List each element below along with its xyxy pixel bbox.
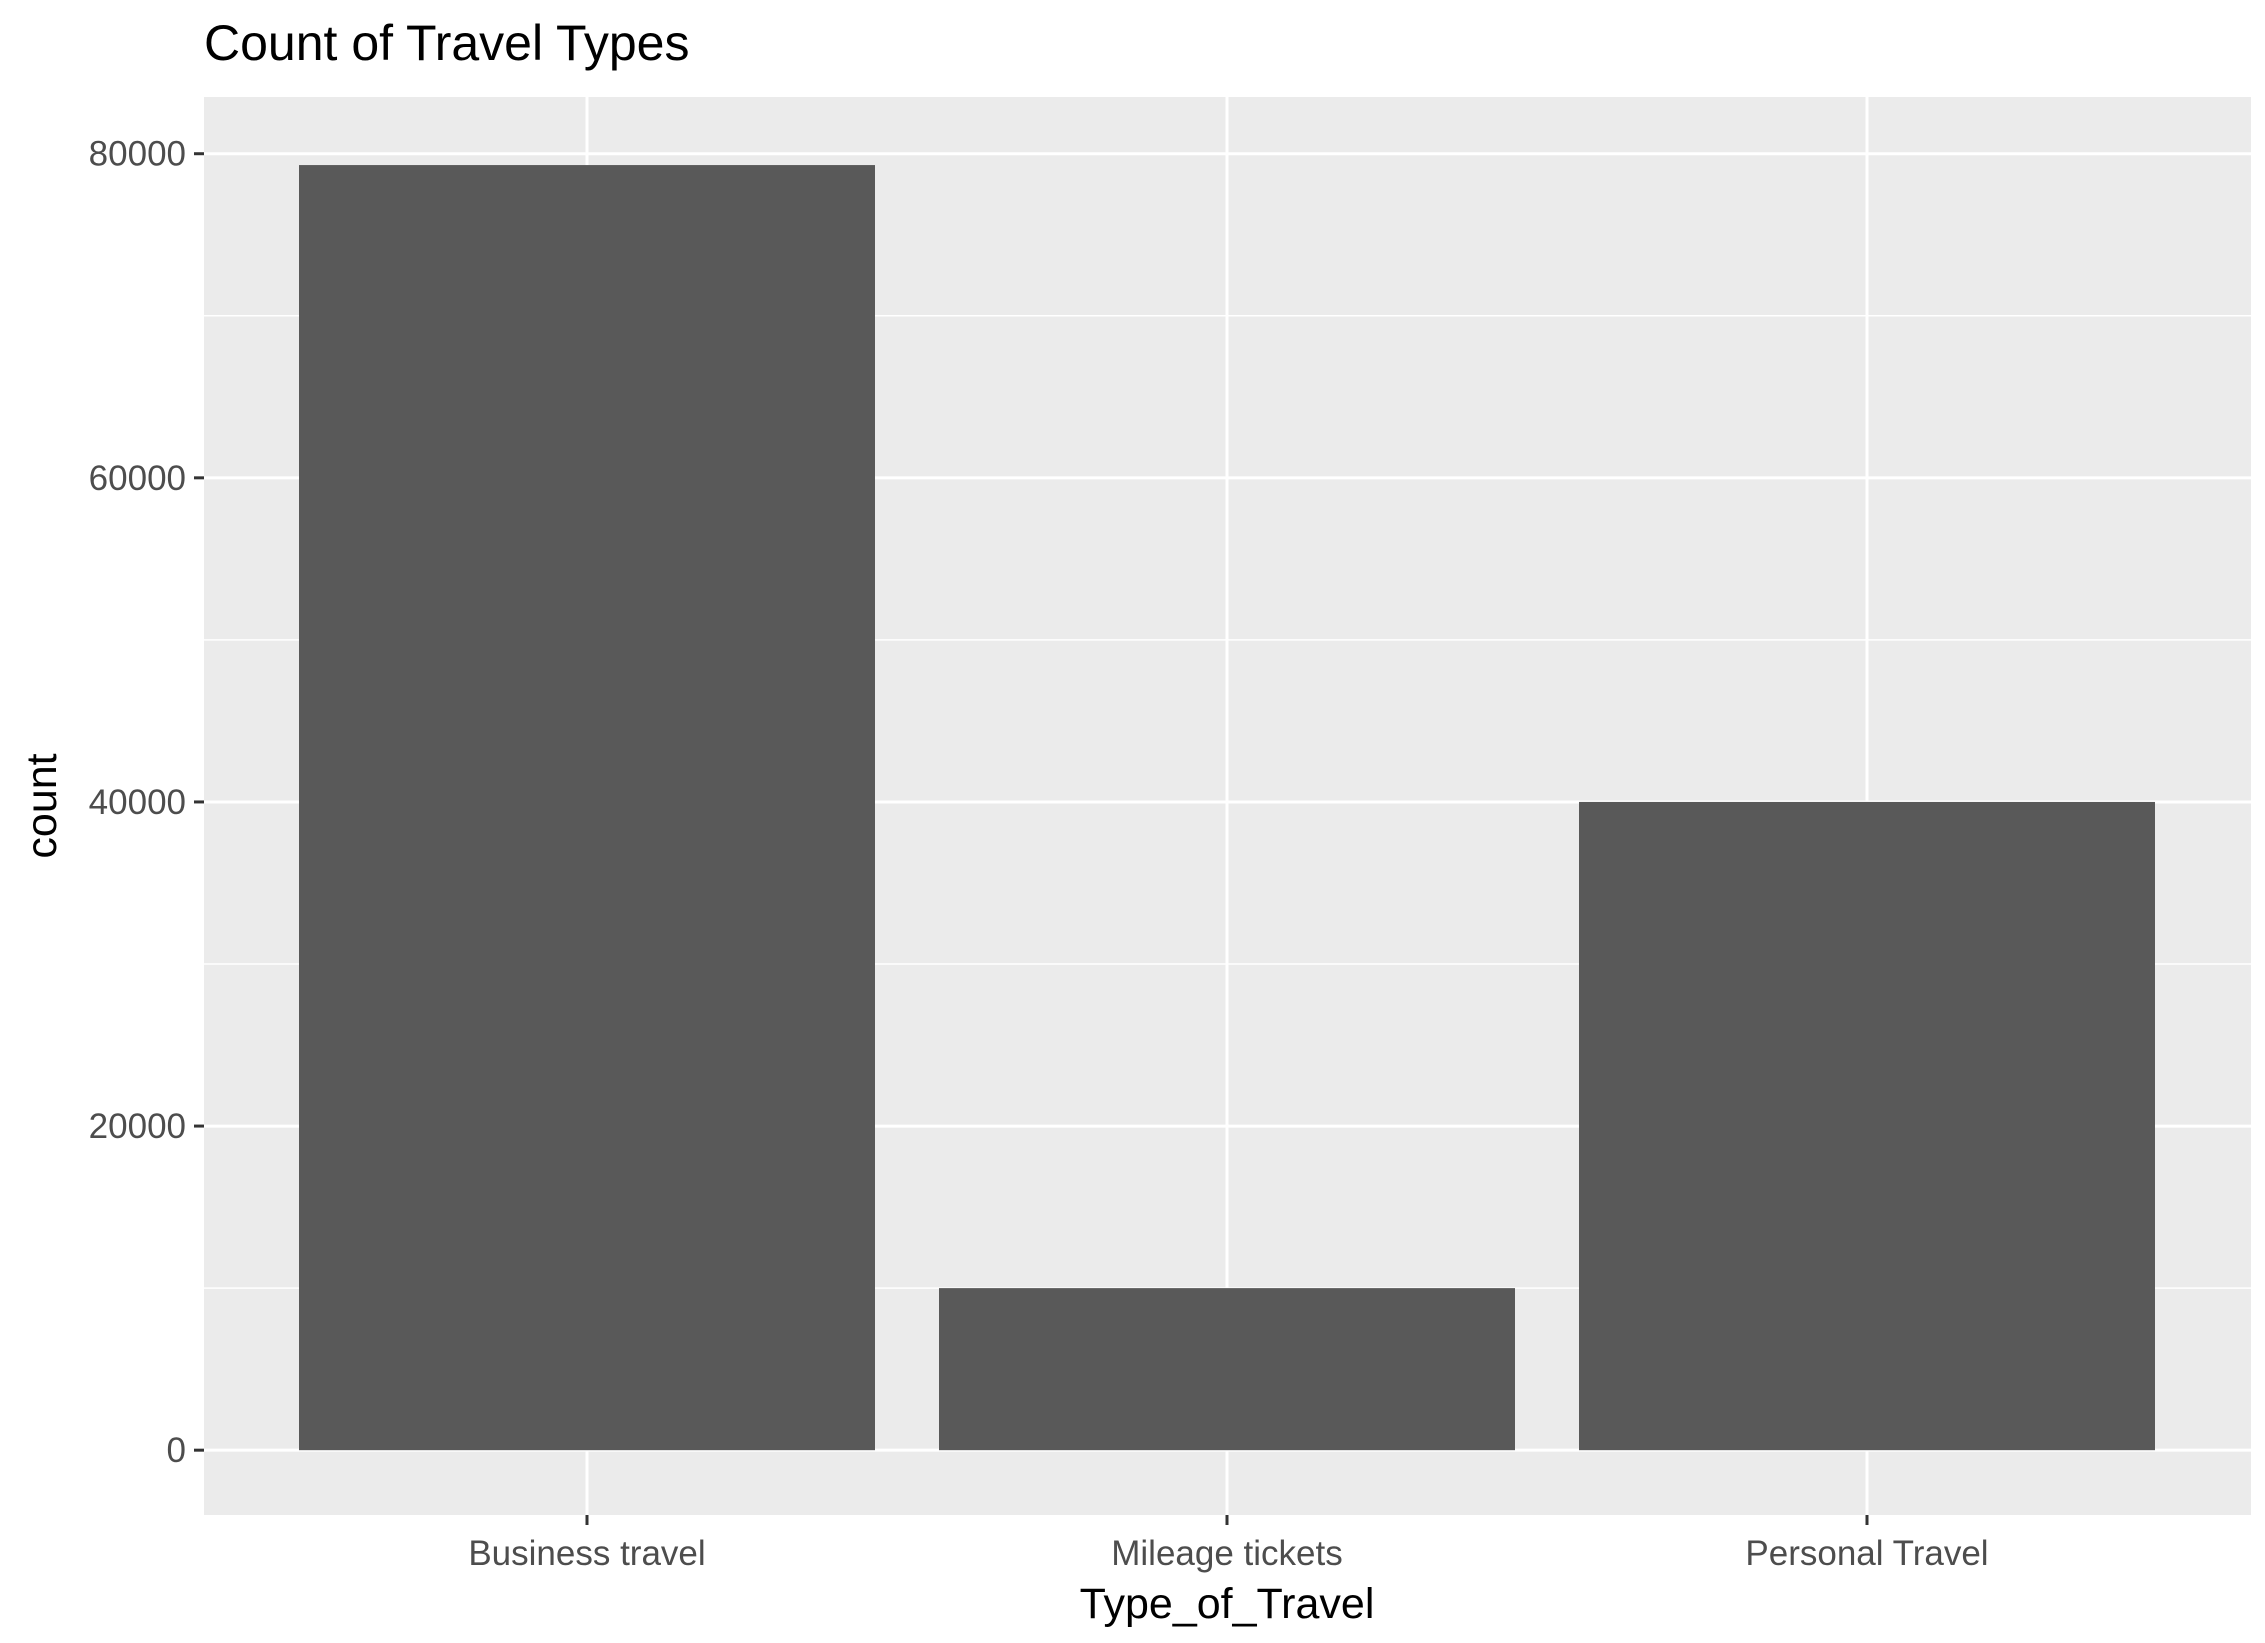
x-tick-label: Personal Travel [1745,1534,1988,1573]
bar-1 [299,165,875,1451]
y-tick-label: 20000 [89,1107,186,1146]
x-tick-label: Business travel [468,1534,705,1573]
x-axis: Business travel Mileage tickets Personal T… [468,1515,1989,1573]
y-tick-label: 0 [167,1431,186,1470]
x-tick-label: Mileage tickets [1111,1534,1342,1573]
bars [299,165,2155,1451]
y-axis: 0 20000 40000 60000 80000 [89,135,204,1470]
y-tick-label: 40000 [89,783,186,822]
bar-3 [1579,801,2155,1451]
y-tick-label: 80000 [89,135,186,174]
bar-2 [939,1288,1515,1451]
y-tick-label: 60000 [89,459,186,498]
y-axis-title: count [18,753,66,858]
x-axis-title: Type_of_Travel [1080,1580,1375,1628]
chart-title: Count of Travel Types [204,15,689,71]
